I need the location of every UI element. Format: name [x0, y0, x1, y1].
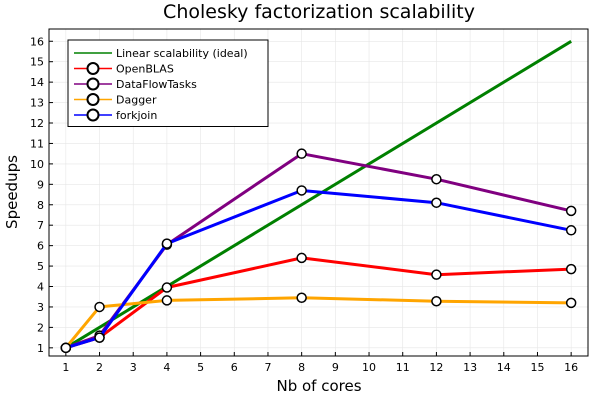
- y-tick-label: 12: [30, 117, 44, 130]
- y-tick-label: 11: [30, 137, 44, 150]
- legend-item: forkjoin: [74, 108, 157, 122]
- legend: Linear scalability (ideal) OpenBLAS DataFl…: [67, 39, 269, 127]
- data-point: [296, 252, 307, 264]
- x-tick-label: 4: [163, 361, 170, 374]
- y-tick-label: 4: [37, 281, 44, 294]
- x-tick-label: 2: [96, 361, 103, 374]
- data-point: [296, 185, 307, 196]
- legend-label: OpenBLAS: [116, 63, 174, 76]
- data-point: [431, 197, 442, 208]
- data-point: [431, 269, 442, 280]
- series-2: [60, 148, 577, 354]
- legend-marker: [86, 77, 100, 91]
- data-point: [565, 225, 577, 236]
- data-point: [161, 238, 173, 249]
- data-point: [296, 148, 307, 159]
- y-tick-label: 16: [30, 35, 44, 48]
- y-tick-label: 8: [37, 199, 44, 212]
- y-tick-label: 6: [37, 240, 44, 253]
- data-point: [431, 173, 442, 185]
- chart-title: Cholesky factorization scalability: [163, 1, 475, 23]
- series-3: [60, 292, 577, 354]
- x-tick-label: 10: [362, 361, 376, 374]
- x-tick-label: 1: [62, 361, 69, 374]
- y-tick-label: 13: [30, 97, 44, 110]
- x-tick-label: 5: [197, 361, 204, 374]
- series-group: [60, 40, 577, 354]
- y-tick-label: 3: [37, 301, 44, 314]
- series-line: [65, 152, 572, 350]
- data-point: [60, 342, 72, 354]
- data-point: [161, 295, 173, 306]
- x-tick-label: 12: [429, 361, 443, 374]
- x-tick-label: 7: [264, 361, 271, 374]
- legend-marker: [86, 108, 100, 122]
- series-line: [64, 296, 572, 349]
- x-tick-label: 16: [564, 361, 578, 374]
- legend-item: OpenBLAS: [74, 62, 174, 76]
- legend-item: DataFlowTasks: [74, 77, 197, 91]
- x-tick-label: 14: [497, 361, 511, 374]
- legend-marker: [86, 62, 100, 75]
- legend-label: Dagger: [116, 94, 157, 107]
- data-point: [94, 301, 105, 313]
- x-tick-label: 8: [298, 361, 305, 374]
- data-point: [565, 297, 577, 309]
- series-4: [60, 185, 577, 354]
- x-tick-label: 9: [332, 361, 339, 374]
- legend-label: DataFlowTasks: [116, 78, 197, 91]
- y-tick-label: 7: [37, 219, 44, 232]
- legend-item: Dagger: [74, 93, 157, 107]
- x-tick-label: 15: [530, 361, 544, 374]
- data-point: [94, 332, 105, 343]
- series-line: [65, 189, 572, 350]
- series-0: [65, 40, 572, 350]
- legend-marker: [86, 93, 100, 106]
- data-point: [431, 295, 442, 307]
- data-point: [565, 205, 577, 217]
- plot-frame: [48, 28, 589, 357]
- y-tick-label: 14: [30, 76, 44, 89]
- data-point: [296, 292, 307, 304]
- x-axis-title: Nb of cores: [276, 377, 361, 395]
- legend-label: forkjoin: [116, 109, 157, 122]
- x-tick-label: 6: [231, 361, 238, 374]
- y-tick-label: 15: [30, 56, 44, 69]
- series-line: [65, 40, 572, 350]
- x-tick-label: 11: [396, 361, 410, 374]
- data-point: [161, 282, 173, 293]
- y-tick-label: 10: [30, 158, 44, 171]
- legend-label: Linear scalability (ideal): [116, 47, 248, 60]
- y-tick-label: 9: [37, 178, 44, 191]
- ticks: 1 2 3 4 5 6 7 8 9 10 11 12 13 14 15 1612345678910111213…: [30, 35, 578, 374]
- y-axis-title: Speedups: [3, 155, 21, 229]
- legend-item: Linear scalability (ideal): [74, 47, 248, 60]
- y-tick-label: 1: [37, 342, 44, 355]
- y-tick-label: 5: [37, 260, 44, 273]
- data-point: [565, 263, 577, 275]
- y-tick-label: 2: [37, 321, 44, 334]
- x-tick-label: 13: [463, 361, 477, 374]
- x-tick-label: 3: [130, 361, 137, 374]
